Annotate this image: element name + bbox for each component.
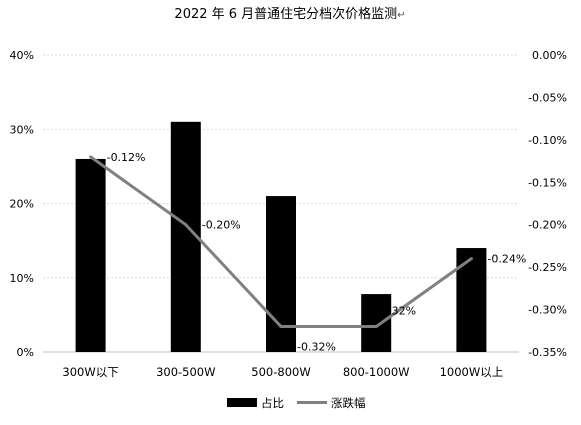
right-tick-label: -0.30% [528,304,567,317]
right-tick-label: -0.35% [528,346,567,359]
legend: 占比 涨跌幅 [227,396,366,410]
data-labels: -0.12% -0.20% -0.32% .32% -0.24% [107,151,527,354]
right-tick-label: -0.05% [528,91,567,104]
right-tick-label: -0.15% [528,176,567,189]
category-label: 500-800W [251,365,310,379]
data-label: -0.24% [487,253,526,266]
bar-series [75,121,487,352]
category-label: 300-500W [156,365,215,379]
line-point [184,223,188,227]
chart-title-text: 2022 年 6 月普通住宅分档次价格监测 [174,6,397,22]
bar [266,196,296,352]
left-axis: 0% 10% 20% 30% 40% [10,49,34,359]
bar [361,294,392,352]
right-axis: -0.35% -0.30% -0.25% -0.20% -0.15% -0.10% -0.0… [528,49,567,359]
x-axis: 300W以下 300-500W 500-800W 800-1000W 1000W以上 [62,365,503,379]
left-tick-label: 0% [17,346,34,359]
bar [456,248,487,352]
chart-title-mark: ↵ [397,10,405,21]
right-tick-label: 0.00% [532,49,567,62]
data-label: -0.20% [202,219,241,232]
line-point [374,325,378,329]
line-point [279,325,283,329]
category-label: 300W以下 [62,365,118,379]
chart-title: 2022 年 6 月普通住宅分档次价格监测↵ [174,6,405,22]
line-point [469,257,473,261]
line-series [89,155,473,329]
left-tick-label: 20% [10,198,34,211]
data-label: -0.32% [297,341,336,354]
left-tick-label: 40% [10,49,34,62]
right-tick-label: -0.25% [528,261,567,274]
category-label: 800-1000W [343,365,410,379]
right-tick-label: -0.10% [528,134,567,147]
data-label: .32% [388,305,416,318]
bar [75,158,106,352]
left-tick-label: 10% [10,272,34,285]
right-tick-label: -0.20% [528,219,567,232]
line-point [89,155,93,159]
left-tick-label: 30% [10,123,34,136]
legend-line-label: 涨跌幅 [331,396,366,410]
legend-bar-swatch [227,398,257,407]
legend-bar-label: 占比 [261,396,284,410]
data-label: -0.12% [107,151,146,164]
category-label: 1000W以上 [440,365,504,379]
